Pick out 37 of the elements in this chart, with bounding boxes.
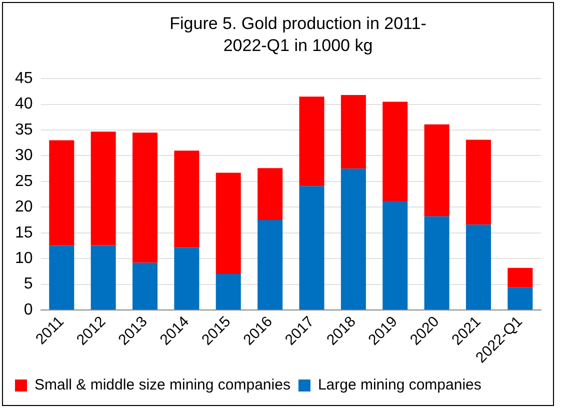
y-tick-label: 40	[15, 96, 33, 113]
y-tick-label: 0	[24, 301, 33, 318]
y-tick-label: 30	[15, 147, 33, 164]
bar	[132, 262, 158, 310]
bar	[216, 274, 241, 310]
bar	[299, 186, 324, 310]
bar	[174, 248, 200, 310]
bar	[258, 220, 283, 310]
bar	[174, 150, 200, 248]
bar	[424, 216, 450, 310]
bar	[508, 268, 533, 288]
bar	[466, 140, 491, 225]
bar	[508, 287, 533, 310]
y-tick-label: 15	[15, 224, 33, 242]
bar	[466, 224, 491, 310]
legend-label: Small & middle size mining companies	[34, 376, 290, 394]
bar	[299, 96, 324, 186]
legend-label: Large mining companies	[318, 376, 482, 394]
bar	[340, 168, 366, 310]
bar	[90, 132, 116, 246]
chart-title: Figure 5. Gold production in 2011- 2022-Q1 in 1000 kg	[168, 13, 428, 57]
bar	[49, 140, 74, 246]
bar	[382, 200, 408, 310]
bar	[90, 245, 116, 310]
bar	[382, 102, 408, 201]
bar	[132, 132, 158, 263]
bar	[340, 95, 366, 169]
y-tick-label: 10	[15, 250, 33, 267]
y-tick-label: 20	[15, 198, 33, 216]
y-tick-label: 45	[15, 70, 33, 88]
bar	[49, 246, 74, 310]
bar	[216, 172, 241, 274]
bar	[258, 168, 283, 220]
y-tick-label: 35	[15, 121, 33, 138]
y-tick-label: 25	[15, 172, 33, 190]
y-tick-label: 5	[24, 276, 33, 293]
bar	[424, 124, 450, 216]
